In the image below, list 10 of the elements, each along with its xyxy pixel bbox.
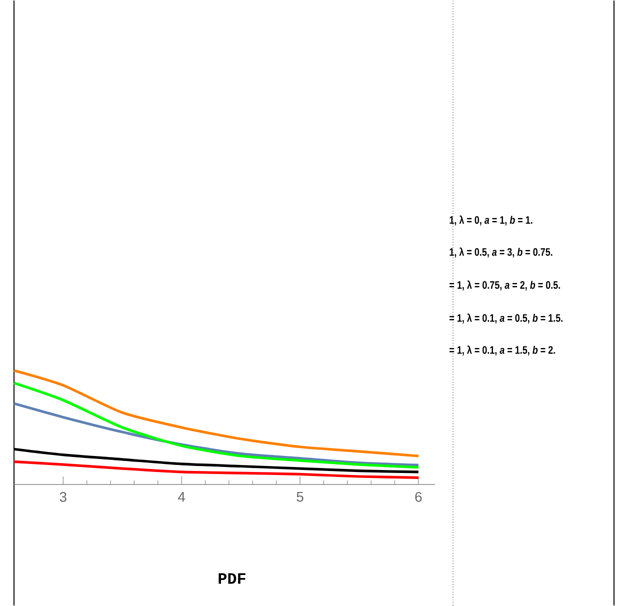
- x-tick-label: 3: [60, 492, 66, 502]
- text: = 1, λ = 0.1, a = 1.5, b = 2.: [450, 346, 555, 356]
- text: = 1, λ = 0.1, a = 0.5, b = 1.5.: [450, 314, 562, 324]
- x-tick-label: 6: [415, 492, 422, 502]
- text: 1, λ = 0.5, a = 3, b = 0.75.: [450, 248, 552, 258]
- x-tick-label: 4: [178, 492, 186, 502]
- text: 1, λ = 0, a = 1, b = 1.: [450, 216, 532, 226]
- x-axis-title: PDF: [218, 573, 246, 584]
- x-tick-label: 5: [296, 492, 304, 502]
- text: = 1, λ = 0.75, a = 2, b = 0.5.: [450, 280, 560, 290]
